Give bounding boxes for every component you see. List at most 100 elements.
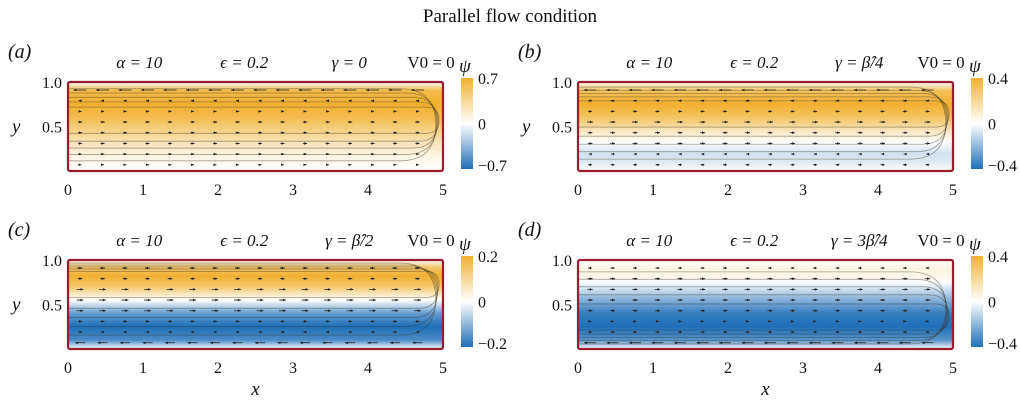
velocity-arrow xyxy=(632,131,638,135)
velocity-arrow-head xyxy=(837,120,841,124)
velocity-arrow-head xyxy=(880,320,884,323)
velocity-arrow xyxy=(633,99,637,102)
velocity-arrow-head xyxy=(634,131,638,135)
velocity-arrow-head xyxy=(395,309,399,313)
velocity-arrow xyxy=(812,110,818,113)
velocity-arrow-head xyxy=(859,120,863,124)
velocity-arrow-head xyxy=(417,309,421,313)
velocity-arrow-head xyxy=(349,131,353,135)
velocity-arrow xyxy=(393,330,397,334)
velocity-arrow-head xyxy=(279,266,283,270)
velocity-arrow xyxy=(209,341,221,345)
velocity-arrow-head xyxy=(281,99,285,102)
velocity-arrow xyxy=(118,88,132,92)
velocity-arrow xyxy=(768,152,772,156)
velocity-arrow xyxy=(346,288,354,291)
velocity-arrow-head xyxy=(657,288,661,291)
velocity-arrow-head xyxy=(169,277,173,280)
streamline xyxy=(68,101,439,142)
colorbar-label: ψ xyxy=(459,56,472,77)
velocity-arrow-head xyxy=(281,277,285,280)
velocity-arrow-head xyxy=(745,330,749,334)
velocity-arrow xyxy=(298,88,312,92)
velocity-arrow xyxy=(789,120,796,124)
velocity-arrow xyxy=(700,320,704,323)
velocity-arrow xyxy=(790,320,794,323)
velocity-arrow xyxy=(388,88,402,92)
parameter-annotation: γ = 0 xyxy=(332,53,368,72)
velocity-arrow-head xyxy=(97,341,101,345)
velocity-arrow-head xyxy=(814,298,818,302)
velocity-arrow-head xyxy=(164,341,168,345)
velocity-arrow xyxy=(744,277,751,280)
velocity-arrow xyxy=(122,320,128,323)
velocity-arrow xyxy=(677,131,683,135)
velocity-arrow xyxy=(166,288,174,291)
velocity-arrow-head xyxy=(927,120,931,124)
velocity-arrow xyxy=(325,110,330,113)
velocity-arrow-head xyxy=(925,330,929,334)
x-tick-label: 2 xyxy=(724,360,732,377)
velocity-arrow xyxy=(808,88,822,92)
velocity-arrow-head xyxy=(747,288,751,291)
velocity-arrow-head xyxy=(170,309,174,313)
velocity-arrow xyxy=(700,142,705,145)
velocity-arrow-head xyxy=(792,288,796,291)
velocity-arrow xyxy=(164,341,176,345)
velocity-arrow-head xyxy=(904,298,908,302)
velocity-arrow-head xyxy=(102,309,106,313)
velocity-arrow-head xyxy=(702,309,706,313)
velocity-arrow xyxy=(257,142,263,145)
velocity-arrow-head xyxy=(814,110,818,113)
velocity-arrow xyxy=(834,277,841,280)
velocity-arrow-head xyxy=(651,88,655,92)
velocity-arrow xyxy=(258,99,262,102)
velocity-arrow-head xyxy=(724,288,728,291)
y-axis-label: y xyxy=(520,117,531,138)
velocity-arrow-head xyxy=(168,330,172,334)
velocity-arrow-head xyxy=(790,266,794,270)
velocity-arrow-head xyxy=(393,330,397,334)
velocity-arrow xyxy=(280,142,285,145)
velocity-arrow-head xyxy=(859,298,863,302)
velocity-arrow-head xyxy=(606,88,610,92)
velocity-arrow xyxy=(745,330,750,334)
velocity-arrow-head xyxy=(348,330,352,334)
velocity-arrow xyxy=(836,152,840,156)
velocity-arrow-head xyxy=(899,341,903,345)
velocity-arrow xyxy=(392,266,398,270)
velocity-arrow-head xyxy=(882,142,885,145)
velocity-arrow-head xyxy=(701,110,705,113)
velocity-arrow xyxy=(610,99,615,102)
velocity-arrow-head xyxy=(388,88,392,92)
velocity-arrow-head xyxy=(927,298,931,302)
velocity-arrow-head xyxy=(859,142,863,145)
velocity-arrow xyxy=(347,120,353,124)
velocity-arrow xyxy=(370,131,375,135)
velocity-arrow-head xyxy=(191,152,195,156)
velocity-arrow xyxy=(767,120,773,124)
velocity-arrow xyxy=(609,288,616,291)
velocity-arrow xyxy=(145,152,150,156)
velocity-arrow xyxy=(325,142,330,145)
velocity-arrow-head xyxy=(146,152,150,156)
colorbar xyxy=(971,78,983,169)
velocity-arrow-head xyxy=(747,131,750,135)
velocity-arrow xyxy=(142,341,153,345)
velocity-arrow-head xyxy=(589,131,593,135)
velocity-arrow-head xyxy=(324,266,328,270)
velocity-arrow xyxy=(853,88,867,92)
x-tick-label: 3 xyxy=(289,182,297,199)
velocity-arrow xyxy=(924,120,931,124)
velocity-arrow-head xyxy=(326,152,330,156)
velocity-arrow-head xyxy=(677,330,681,334)
velocity-arrow xyxy=(790,110,795,113)
velocity-arrow-head xyxy=(147,309,151,313)
velocity-arrow xyxy=(745,320,749,323)
velocity-arrow xyxy=(790,131,795,135)
velocity-arrow-head xyxy=(125,298,129,302)
velocity-arrow-head xyxy=(260,309,264,313)
velocity-arrow xyxy=(95,88,110,92)
velocity-arrow-head xyxy=(904,120,908,124)
velocity-arrow-head xyxy=(125,309,129,313)
